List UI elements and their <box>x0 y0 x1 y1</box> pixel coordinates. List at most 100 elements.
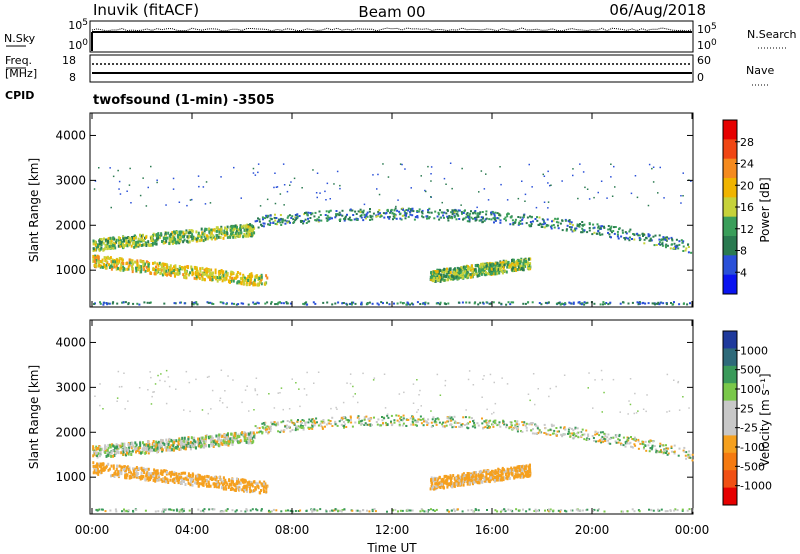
data-cell <box>544 222 546 224</box>
data-cell <box>458 218 460 220</box>
data-cell <box>456 483 458 486</box>
data-cell <box>455 422 457 424</box>
data-cell <box>369 302 371 304</box>
data-cell <box>651 446 653 448</box>
data-cell <box>563 434 565 436</box>
data-cell <box>328 211 330 213</box>
data-cell <box>226 441 228 444</box>
data-cell <box>131 442 133 445</box>
data-cell <box>171 271 173 274</box>
data-cell <box>629 229 631 231</box>
data-cell <box>160 268 162 271</box>
data-cell <box>191 229 193 232</box>
data-cell <box>233 228 235 231</box>
data-cell <box>609 302 611 304</box>
data-cell <box>447 303 449 305</box>
data-cell <box>100 468 102 471</box>
data-cell <box>440 217 442 219</box>
data-cell <box>180 448 182 451</box>
data-cell <box>279 219 281 221</box>
data-cell <box>587 434 589 436</box>
data-cell <box>615 436 617 438</box>
data-cell <box>576 432 578 434</box>
data-cell <box>142 441 144 444</box>
data-cell <box>272 423 274 425</box>
data-cell <box>288 426 290 428</box>
data-cell <box>346 304 348 306</box>
data-cell <box>179 240 181 243</box>
data-cell <box>450 163 452 165</box>
data-cell <box>371 218 373 220</box>
data-cell <box>238 441 240 444</box>
data-cell <box>457 474 459 477</box>
data-cell <box>400 163 402 165</box>
data-cell <box>243 282 245 285</box>
data-cell <box>625 446 627 448</box>
data-cell <box>662 302 664 304</box>
data-cell <box>521 469 523 472</box>
y-tick-label: 1000 <box>55 263 86 277</box>
data-cell <box>143 471 145 474</box>
data-cell <box>167 481 169 484</box>
data-cell <box>523 216 525 218</box>
data-cell <box>205 444 207 447</box>
data-cell <box>438 213 440 215</box>
data-cell <box>628 231 630 233</box>
data-cell <box>229 276 231 279</box>
data-cell <box>223 482 225 485</box>
data-cell <box>167 449 169 452</box>
data-cell <box>467 220 469 222</box>
data-cell <box>451 274 453 277</box>
data-cell <box>214 238 216 241</box>
data-cell <box>630 446 632 448</box>
data-cell <box>258 277 260 280</box>
data-cell <box>198 186 200 188</box>
data-cell <box>449 217 451 219</box>
data-cell <box>113 263 115 266</box>
data-cell <box>524 465 526 468</box>
data-cell <box>177 236 179 239</box>
data-cell <box>421 175 423 177</box>
data-cell <box>197 303 199 305</box>
data-cell <box>307 421 309 423</box>
data-cell <box>677 247 679 249</box>
data-cell <box>487 470 489 473</box>
data-cell <box>239 235 241 238</box>
data-cell <box>607 434 609 436</box>
data-cell <box>583 171 585 173</box>
data-cell <box>127 303 129 305</box>
data-cell <box>505 304 507 306</box>
data-cell <box>93 465 95 468</box>
data-cell <box>103 463 105 466</box>
data-cell <box>577 436 579 438</box>
data-cell <box>586 302 588 304</box>
data-cell <box>506 266 508 269</box>
data-cell <box>493 301 495 303</box>
data-cell <box>678 303 680 305</box>
data-cell <box>671 244 673 246</box>
data-cell <box>142 475 144 478</box>
data-cell <box>581 221 583 223</box>
data-cell <box>398 421 400 423</box>
data-cell <box>618 238 620 240</box>
data-cell <box>140 260 142 263</box>
data-cell <box>643 443 645 445</box>
data-cell <box>282 420 284 422</box>
data-cell <box>339 188 341 190</box>
data-cell <box>435 418 437 420</box>
data-cell <box>351 302 353 304</box>
data-cell <box>123 301 125 303</box>
data-cell <box>531 423 533 425</box>
data-cell <box>223 237 225 240</box>
data-cell <box>579 226 581 228</box>
power-ylabel: Slant Range [km] <box>27 158 41 262</box>
data-cell <box>663 445 665 447</box>
data-cell <box>603 438 605 440</box>
data-cell <box>277 424 279 426</box>
data-cell <box>321 421 323 423</box>
data-cell <box>126 473 128 476</box>
data-cell <box>179 476 181 479</box>
data-cell <box>659 443 661 445</box>
data-cell <box>558 227 560 229</box>
data-cell <box>436 424 438 426</box>
